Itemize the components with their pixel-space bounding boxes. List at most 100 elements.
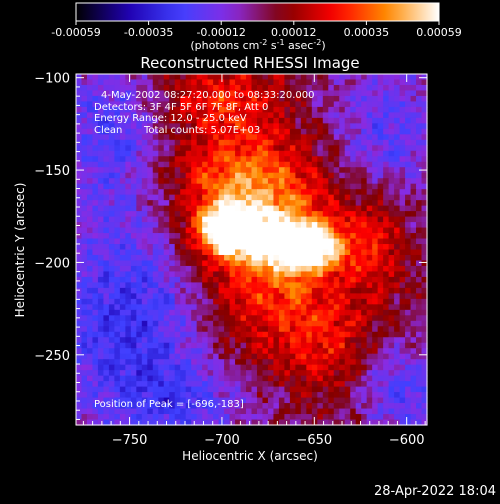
heatmap-cell [196,315,203,322]
heatmap-cell [169,293,176,300]
heatmap-cell [191,216,198,223]
heatmap-cell [289,150,296,157]
heatmap-cell [119,392,126,399]
heatmap-cell [136,95,143,103]
heatmap-cell [235,326,242,333]
heatmap-cell [289,359,296,366]
heatmap-cell [416,320,423,327]
heatmap-cell [191,414,198,421]
heatmap-cell [273,353,280,360]
heatmap-cell [311,276,318,283]
heatmap-cell [289,254,296,262]
heatmap-cell [240,101,247,108]
heatmap-cell [185,145,192,152]
heatmap-cell [224,84,231,92]
heatmap-cell [421,326,428,333]
heatmap-cell [125,183,132,190]
heatmap-cell [141,408,148,415]
heatmap-cell [361,101,368,108]
heatmap-cell [416,90,423,97]
heatmap-cell [130,238,137,245]
heatmap-cell [311,112,318,119]
heatmap-cell [141,381,148,388]
heatmap-cell [399,304,406,311]
heatmap-cell [322,112,329,119]
heatmap-cell [169,238,176,245]
heatmap-cell [92,408,99,415]
heatmap-cell [394,128,401,135]
heatmap-cell [152,150,159,157]
heatmap-cell [361,408,368,415]
heatmap-cell [410,337,417,344]
heatmap-cell [267,172,275,179]
heatmap-cell [416,211,423,218]
heatmap-cell [92,90,99,97]
heatmap-cell [213,106,220,113]
heatmap-cell [399,364,406,371]
heatmap-cell [383,309,390,316]
heatmap-cell [202,161,209,168]
heatmap-cell [377,244,384,251]
heatmap-cell [383,222,390,229]
heatmap-cell [130,276,137,283]
heatmap-cell [322,74,329,81]
heatmap-cell [284,106,291,113]
heatmap-cell [262,287,269,294]
heatmap-cell [114,254,121,262]
heatmap-cell [262,189,269,196]
heatmap-cell [218,282,225,289]
heatmap-cell [333,386,340,393]
heatmap-cell [295,156,302,163]
heatmap-cell [289,309,296,316]
heatmap-cell [350,364,357,371]
heatmap-cell [81,123,88,130]
heatmap-cell [130,123,137,130]
heatmap-cell [185,293,192,300]
heatmap-cell [394,238,401,245]
heatmap-cell [273,342,280,349]
heatmap-cell [377,392,384,399]
heatmap-cell [191,276,198,283]
heatmap-cell [174,359,181,366]
heatmap-cell [191,79,198,86]
heatmap-cell [191,161,198,168]
heatmap-cell [202,359,209,366]
heatmap-cell [76,276,83,283]
heatmap-cell [273,293,280,300]
heatmap-cell [158,205,165,212]
heatmap-cell [322,238,329,245]
heatmap-cell [300,90,307,97]
heatmap-cell [76,101,83,108]
heatmap-cell [333,320,340,327]
heatmap-cell [196,123,203,130]
heatmap-cell [92,74,99,81]
heatmap-cell [174,298,181,305]
heatmap-cell [273,419,280,426]
heatmap-cell [383,74,390,81]
heatmap-cell [130,265,137,273]
heatmap-cell [196,90,203,97]
heatmap-cell [383,238,390,245]
heatmap-cell [180,238,187,245]
heatmap-cell [344,254,351,262]
heatmap-cell [185,139,192,146]
heatmap-cell [125,331,132,338]
heatmap-cell [284,249,291,256]
heatmap-cell [196,145,203,152]
heatmap-cell [92,84,99,92]
heatmap-cell [158,222,165,229]
heatmap-cell [76,337,83,344]
heatmap-cell [86,408,94,415]
heatmap-cell [278,403,285,410]
heatmap-cell [267,408,275,415]
heatmap-cell [76,134,83,141]
heatmap-cell [141,211,148,218]
heatmap-cell [328,90,335,97]
heatmap-cell [213,260,220,267]
heatmap-cell [421,117,428,124]
heatmap-cell [273,364,280,371]
heatmap-cell [410,364,417,371]
heatmap-cell [240,200,247,207]
heatmap-cell [394,84,401,92]
heatmap-cell [213,315,220,322]
